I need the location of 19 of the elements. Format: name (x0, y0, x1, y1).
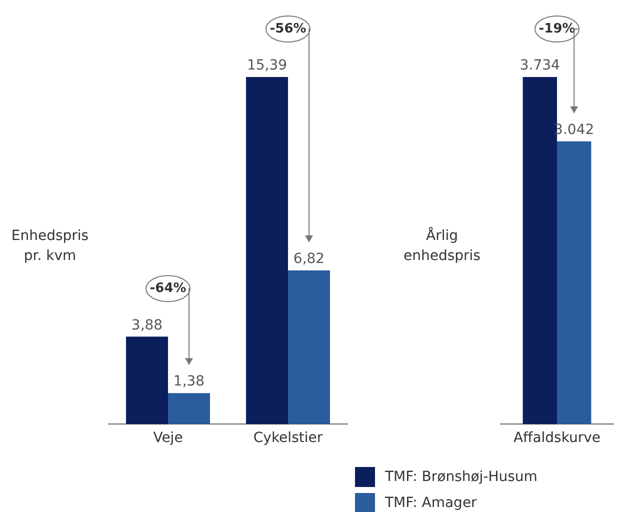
x-tick-label: Veje (153, 430, 183, 446)
y-axis-title: Enhedspris pr. kvm (10, 227, 90, 266)
text: -19% (538, 21, 576, 36)
x-tick-label: Affaldskurve (513, 430, 601, 446)
data-label: 3,88 (131, 317, 163, 334)
bar (126, 336, 168, 424)
data-label: 1,38 (173, 374, 205, 390)
legend-label: TMF: Brønshøj-Husum (385, 469, 538, 485)
data-label: 15,39 (246, 58, 288, 74)
data-label: 6,82 (293, 250, 325, 267)
x-tick-label: Cykelstier (253, 430, 323, 446)
bar (168, 393, 210, 424)
bar (288, 270, 330, 424)
annotation: -64% (150, 281, 186, 296)
text: -56% (270, 21, 306, 36)
legend-label: TMF: Amager (385, 495, 477, 511)
y-axis-title: Årlig enhedspris (402, 226, 482, 266)
data-label: 3.734 (520, 58, 560, 74)
bar (246, 77, 288, 424)
